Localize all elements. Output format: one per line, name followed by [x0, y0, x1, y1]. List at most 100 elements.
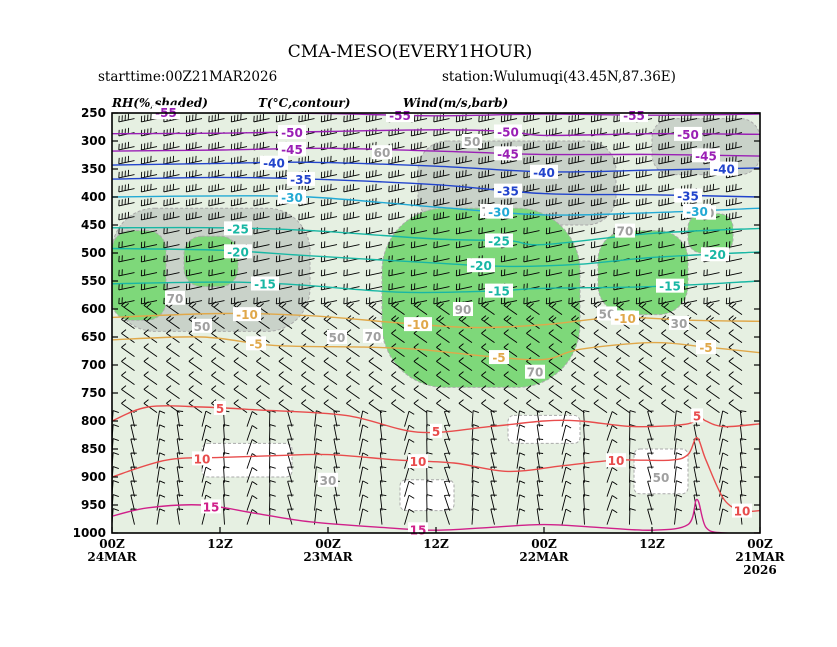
wind-barb-102 [163, 283, 180, 291]
wind-barb-122 [185, 141, 203, 151]
wind-barb-105 [166, 315, 180, 329]
wind-barb-807 [693, 480, 700, 497]
wind-barb-824 [706, 301, 720, 315]
wind-barb-343 [343, 297, 360, 305]
wind-barb-92 [163, 141, 180, 151]
wind-barb-537 [490, 480, 497, 497]
wind-barb-486 [455, 197, 473, 207]
wind-barb-586 [526, 329, 540, 343]
wind-barb-463 [433, 297, 450, 305]
rh-label-bg-6 [327, 330, 347, 344]
wind-barb-101 [163, 269, 180, 277]
wind-barb-650 [571, 385, 585, 399]
wind-barb-89 [156, 508, 166, 525]
wind-barb-680 [593, 385, 608, 399]
wind-barb-313 [320, 297, 338, 305]
wind-barb-140 [188, 385, 203, 399]
temp-label--35-1: -35 [497, 185, 519, 199]
wind-barb-851 [725, 269, 743, 277]
wind-barb-567 [516, 480, 526, 497]
wind-barb-160 [208, 255, 225, 263]
wind-barb-832 [719, 410, 729, 427]
wind-barb-535 [490, 452, 497, 469]
wind-barb-711 [616, 399, 630, 413]
wind-barb-263 [287, 424, 294, 441]
wind-barb-329 [333, 508, 340, 525]
wind-barb-240 [275, 113, 293, 123]
wind-barb-736 [638, 329, 653, 343]
wind-barb-856 [728, 329, 743, 343]
wind-barb-466 [436, 329, 450, 343]
wind-barb-74 [143, 301, 158, 315]
y-tick-label-950: 950 [81, 498, 106, 512]
temp-label-bg--40-2 [710, 161, 738, 176]
wind-barb-191 [230, 269, 248, 277]
wind-barb-559 [503, 371, 518, 385]
wind-barb-407 [391, 343, 405, 357]
wind-barb-260 [278, 385, 293, 399]
wind-barb-695 [613, 183, 630, 193]
wind-barb-412 [404, 410, 415, 427]
wind-barb-147 [201, 480, 212, 497]
rh-legend-label: RH(%,shaded) [111, 96, 208, 110]
wind-barb-424 [410, 169, 428, 179]
temp-label-bg-15-0 [201, 499, 221, 514]
wind-barb-320 [323, 385, 338, 399]
wind-barb-771 [661, 399, 675, 413]
temp-contour--5 [112, 336, 760, 361]
wind-barb-716 [629, 466, 636, 483]
wind-barb-288 [301, 357, 315, 371]
wind-barb-372 [365, 283, 383, 291]
wind-barb-124 [185, 169, 203, 179]
wind-barb-761 [658, 269, 675, 277]
wind-barb-710 [616, 385, 630, 399]
wind-barb-379 [368, 371, 383, 385]
wind-barb-434 [413, 301, 428, 315]
wind-barb-60 [140, 113, 158, 123]
wind-barb-668 [590, 227, 608, 235]
temp-label-bg--15-0 [251, 276, 279, 291]
wind-barb-270 [298, 113, 315, 123]
temp-label-15-1: 15 [410, 523, 427, 537]
temp-label--35-2: -35 [677, 190, 699, 204]
wind-barb-529 [481, 371, 495, 385]
wind-barb-593 [536, 424, 544, 441]
wind-barb-616 [548, 329, 563, 343]
rh-label-bg-1 [372, 145, 392, 160]
wind-barb-373 [365, 297, 383, 305]
temp-label--20-0: -20 [227, 245, 249, 259]
wind-barb-403 [388, 297, 405, 305]
wind-barb-658 [583, 494, 590, 511]
wind-barb-455 [433, 183, 450, 193]
wind-barb-686 [606, 467, 618, 483]
temp-contour--15 [112, 280, 760, 294]
wind-barb-683 [606, 425, 618, 441]
wind-barb-374 [368, 301, 383, 315]
wind-barb-462 [433, 283, 450, 291]
wind-barb-43 [118, 297, 135, 305]
temp-label--45-2: -45 [695, 149, 717, 163]
temp-contour--40 [112, 161, 760, 173]
wind-barb-39 [118, 241, 135, 249]
wind-barb-846 [725, 197, 743, 207]
rh-label-bg-11 [669, 316, 689, 330]
temp-contour--25 [112, 226, 760, 246]
wind-barb-483 [455, 155, 473, 165]
wind-barb-73 [140, 297, 158, 305]
wind-barb-478 [443, 494, 451, 511]
temp-label-10-2: 10 [608, 454, 625, 468]
wind-barb-425 [410, 183, 428, 193]
wind-barb-584 [526, 301, 540, 315]
wind-barb-212 [253, 141, 270, 151]
temp-label-bg--50-0 [278, 125, 306, 140]
wind-barb-359 [359, 508, 369, 525]
wind-barb-95 [163, 183, 180, 193]
wind-barb-676 [593, 329, 608, 343]
temp-label--50-0: -50 [281, 126, 303, 140]
wind-barb-861 [728, 399, 743, 413]
rh-label-bg-0 [462, 134, 482, 148]
wind-barb-50 [121, 385, 135, 399]
wind-barb-156 [208, 197, 225, 207]
wind-barb-180 [230, 113, 248, 123]
